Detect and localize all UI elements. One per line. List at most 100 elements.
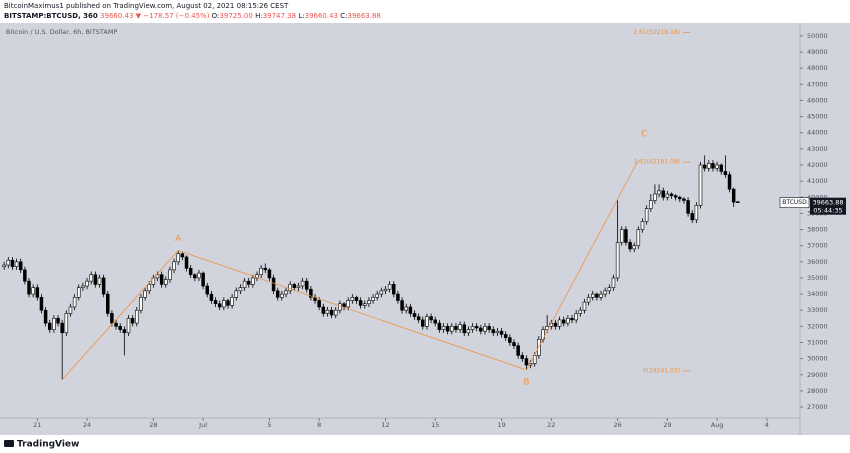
- header-quote: BITSTAMP:BTCUSD, 360 39660.43 ▼ −178.57 …: [4, 12, 381, 20]
- open-value: 39725.00: [219, 12, 252, 20]
- candle-body: [607, 287, 612, 292]
- candle-body: [60, 322, 64, 334]
- candle-body: [632, 245, 636, 250]
- candle-body: [251, 277, 255, 285]
- candle-body: [193, 274, 197, 279]
- candle-body: [126, 317, 131, 334]
- y-tick-label: 30000: [807, 355, 828, 363]
- candle-body: [159, 274, 164, 285]
- candle-body: [321, 306, 326, 314]
- candle-body: [172, 261, 176, 271]
- y-tick-label: 35000: [807, 274, 828, 282]
- candle-body: [188, 267, 193, 276]
- candle-body: [280, 293, 284, 298]
- candle-body: [27, 280, 31, 295]
- y-tick-label: 37000: [807, 242, 828, 250]
- candle-body: [624, 229, 628, 243]
- candle-body: [723, 171, 728, 175]
- fib-label: 1.61(42181.08): [633, 159, 680, 166]
- price-tag-symbol: BTCUSD: [782, 199, 807, 206]
- candle-body: [52, 317, 56, 330]
- x-tick-label: 22: [547, 421, 555, 429]
- low-label: L:: [298, 12, 304, 20]
- candle-body: [508, 337, 512, 343]
- candle-body: [433, 319, 437, 324]
- price-change: ▼ −178.57 (−0.45%): [136, 12, 210, 20]
- y-tick-label: 43000: [807, 145, 828, 153]
- candle-body: [586, 297, 591, 303]
- candle-body: [673, 195, 678, 198]
- y-tick-label: 47000: [807, 80, 828, 88]
- y-tick-label: 45000: [807, 113, 828, 121]
- x-tick-label: 26: [613, 421, 621, 429]
- candle-body: [408, 306, 413, 314]
- y-tick-label: 28000: [807, 387, 828, 395]
- candle-body: [267, 269, 272, 279]
- x-tick-label: 21: [33, 421, 41, 429]
- candle-body: [487, 326, 491, 330]
- candle-body: [180, 253, 185, 258]
- candle-body: [640, 221, 645, 230]
- wave-label: A: [175, 234, 182, 244]
- candle-body: [31, 287, 35, 295]
- candle-body: [653, 193, 657, 201]
- candle-body: [454, 326, 458, 330]
- candle-body: [143, 290, 147, 298]
- candle-body: [603, 290, 607, 295]
- candle-body: [470, 326, 475, 330]
- candle-body: [483, 326, 487, 332]
- close-value: 39663.88: [347, 12, 380, 20]
- y-tick-label: 32000: [807, 322, 828, 330]
- candle-body: [47, 322, 52, 330]
- candle-body: [566, 317, 570, 324]
- candle-body: [450, 326, 454, 332]
- high-value: 39747.38: [263, 12, 296, 20]
- candle-body: [234, 290, 239, 298]
- candle-body: [72, 297, 77, 308]
- candle-body: [474, 326, 479, 329]
- wave-line: [61, 159, 639, 380]
- candle-body: [644, 208, 649, 222]
- candle-body: [707, 163, 711, 169]
- candle-body: [35, 287, 40, 298]
- candle-body: [636, 229, 641, 246]
- candle-body: [682, 198, 686, 201]
- candle-body: [106, 293, 110, 314]
- candle-body: [246, 280, 251, 285]
- candle-body: [118, 326, 122, 330]
- candle-body: [300, 280, 305, 287]
- candle-body: [130, 317, 135, 324]
- y-tick-label: 42000: [807, 161, 828, 169]
- candle-body: [416, 316, 421, 321]
- candle-body: [89, 274, 93, 282]
- y-tick-label: 31000: [807, 338, 828, 346]
- candle-body: [23, 269, 27, 282]
- candle-body: [176, 253, 180, 263]
- candle-body: [578, 309, 583, 314]
- candle-body: [392, 284, 396, 295]
- candle-body: [400, 300, 404, 311]
- last-price: 39660.43: [100, 12, 133, 20]
- candle-body: [275, 290, 280, 298]
- high-label: H:: [255, 12, 263, 20]
- candle-body: [358, 300, 363, 306]
- candle-body: [582, 301, 587, 311]
- candle-body: [184, 256, 189, 269]
- candle-body: [288, 284, 292, 292]
- plot-background: [0, 23, 850, 435]
- candle-body: [462, 324, 466, 334]
- candle-body: [715, 164, 719, 169]
- candle-body: [101, 277, 106, 295]
- logo-icon: [4, 440, 14, 447]
- candle-body: [503, 334, 508, 338]
- candle-body: [524, 358, 529, 366]
- candle-body: [164, 279, 168, 285]
- candle-body: [139, 297, 143, 311]
- candle-body: [77, 287, 81, 298]
- candle-body: [238, 287, 243, 292]
- candle-body: [387, 284, 392, 290]
- candle-body: [553, 322, 558, 327]
- candle-body: [599, 293, 603, 298]
- wave-label: C: [641, 130, 647, 140]
- y-tick-label: 27000: [807, 403, 828, 411]
